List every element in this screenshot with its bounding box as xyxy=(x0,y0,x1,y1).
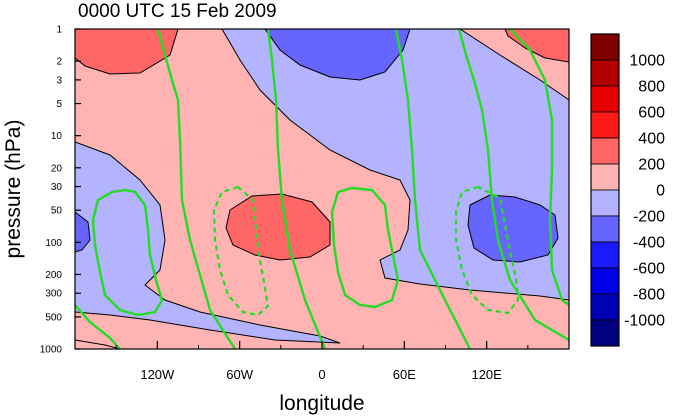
wind-contour-line xyxy=(75,304,121,349)
y-tick-label: 5 xyxy=(56,99,62,110)
x-tick-label: 60E xyxy=(393,367,416,382)
colorbar-label: 1000 xyxy=(629,53,665,70)
negative-region-lower-left xyxy=(75,141,341,344)
wind-contour-line xyxy=(394,29,472,349)
y-tick-label: 30 xyxy=(51,182,63,193)
x-tick-label: 120E xyxy=(471,367,502,382)
positive-cell-upper-right xyxy=(504,29,569,63)
wind-contour-line xyxy=(156,29,237,349)
colorbar-swatch xyxy=(590,33,620,61)
colorbar-label: 800 xyxy=(638,79,665,96)
colorbar-label: -800 xyxy=(633,287,665,304)
y-tick-label: 1 xyxy=(56,25,62,36)
wind-contours-dashed xyxy=(212,185,520,317)
positive-cell-center xyxy=(225,193,331,261)
wind-contour-negative xyxy=(454,185,520,315)
y-tick-label: 2 xyxy=(56,57,62,68)
y-tick-label: 10 xyxy=(51,131,63,142)
x-tick-label: 120W xyxy=(140,367,175,382)
wind-contour-negative xyxy=(212,185,270,317)
colorbar-label: -400 xyxy=(633,235,665,252)
wind-contour-line xyxy=(457,29,569,342)
colorbar-label: 600 xyxy=(638,105,665,122)
colorbar: 1000 800 600 400 200 0 -200 -400 -600 -800 -1000 xyxy=(590,33,665,347)
y-tick-label: 300 xyxy=(45,289,62,300)
y-tick-label: 3 xyxy=(56,75,62,86)
colorbar-label: 400 xyxy=(638,131,665,148)
y-tick-label: 100 xyxy=(45,238,62,249)
negative-cell-upper-center xyxy=(264,29,411,81)
colorbar-swatch xyxy=(590,111,620,139)
colorbar-label: 200 xyxy=(638,157,665,174)
colorbar-swatch xyxy=(590,137,620,165)
x-axis-ticks: 120W 60W 0 60E 120E xyxy=(115,341,529,382)
y-axis-label: pressure (hPa) xyxy=(2,120,25,259)
wind-contour-loop xyxy=(330,186,400,309)
colorbar-swatch xyxy=(590,241,620,269)
colorbar-swatch xyxy=(590,267,620,295)
colorbar-swatch xyxy=(590,319,620,347)
colorbar-swatch xyxy=(590,189,620,217)
wind-contour-line xyxy=(509,29,569,306)
colorbar-swatch xyxy=(590,163,620,191)
colorbar-label: -1000 xyxy=(624,313,665,330)
colorbar-label: -600 xyxy=(633,261,665,278)
colorbar-label: -200 xyxy=(633,209,665,226)
wind-contour-loop xyxy=(91,188,164,317)
y-tick-label: 20 xyxy=(51,163,63,174)
x-tick-label: 0 xyxy=(318,367,325,382)
y-tick-label: 1000 xyxy=(40,345,63,356)
colorbar-frame xyxy=(590,33,620,347)
y-axis-ticks: 1 2 3 5 10 20 30 50 100 200 300 500 1000 xyxy=(40,25,81,356)
y-tick-label: 500 xyxy=(45,312,62,323)
colorbar-swatch xyxy=(590,85,620,113)
chart-title: 0000 UTC 15 Feb 2009 xyxy=(78,1,277,22)
y-tick-label: 200 xyxy=(45,270,62,281)
positive-cell-upper-left xyxy=(75,29,179,75)
colorbar-label: 0 xyxy=(656,183,665,200)
wind-contours xyxy=(75,29,569,349)
positive-sliver-bottom-left xyxy=(75,339,121,349)
x-axis-label: longitude xyxy=(279,392,364,415)
plot-area xyxy=(75,29,569,349)
wind-contour-line xyxy=(266,29,327,349)
y-tick-label: 50 xyxy=(51,206,63,217)
colorbar-swatch xyxy=(590,215,620,243)
colorbar-swatch xyxy=(590,59,620,87)
x-tick-label: 60W xyxy=(226,367,253,382)
negative-cell-right xyxy=(467,194,559,263)
colorbar-swatch xyxy=(590,293,620,321)
